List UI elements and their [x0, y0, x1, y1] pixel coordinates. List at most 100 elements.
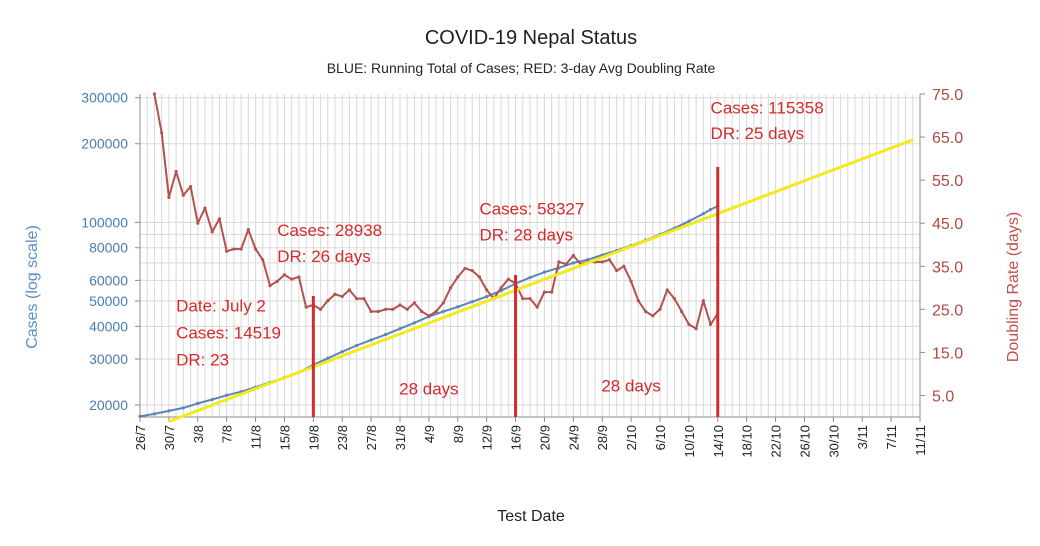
y-left-tick-label: 300000 [81, 90, 128, 106]
cases-series-point [571, 261, 575, 265]
y-left-tick-label: 60000 [89, 272, 128, 288]
doubling-rate-series-point [210, 230, 214, 234]
doubling-rate-series-point [181, 193, 185, 197]
date-markers [311, 167, 720, 417]
doubling-rate-series-point [456, 275, 460, 279]
x-tick-label: 7/8 [220, 425, 235, 443]
x-tick-label: 4/9 [422, 425, 437, 443]
cases-series-point [196, 401, 200, 405]
cases-series-point [485, 295, 489, 299]
doubling-rate-series-point [188, 184, 193, 189]
y-left-tick-label: 50000 [89, 293, 128, 309]
doubling-rate-series-point [521, 296, 525, 301]
doubling-rate-series-point [441, 301, 445, 305]
doubling-rate-series-point [477, 275, 482, 279]
doubling-rate-series-point [261, 258, 265, 262]
doubling-rate-series-point [636, 299, 640, 303]
doubling-rate-series-point [528, 296, 532, 301]
x-tick-label: 11/8 [249, 425, 264, 449]
x-tick-label: 14/10 [711, 425, 726, 458]
x-tick-label: 23/8 [335, 425, 350, 450]
cases-series-point [412, 321, 417, 325]
doubling-rate-series-point [658, 307, 662, 311]
cases-series-point [326, 356, 330, 360]
annotations: Date: July 2 Cases: 14519 DR: 23 Cases: 289… [176, 98, 824, 398]
cases-series-point [441, 309, 445, 314]
doubling-rate-series-point [239, 247, 243, 251]
doubling-rate-series-point [268, 284, 272, 288]
doubling-rate-series-point [391, 307, 395, 311]
y-right-tick-label: 15.0 [932, 345, 963, 362]
x-tick-label: 15/8 [277, 425, 292, 450]
doubling-rate-series-point [160, 131, 164, 135]
doubling-rate-series-point [225, 249, 229, 253]
cases-series-point [383, 333, 388, 337]
annotation-label: Cases: 28938 [277, 221, 382, 240]
doubling-rate-series-point [152, 92, 157, 96]
annotation-label: 28 days [399, 380, 459, 399]
annotation-label: Cases: 14519 [176, 324, 281, 343]
y-left-tick-label: 200000 [81, 136, 128, 152]
x-tick-label: 27/8 [364, 425, 379, 450]
doubling-rate-series-point [355, 296, 359, 301]
doubling-rate-series-point [571, 253, 575, 258]
doubling-rate-series-point [470, 268, 474, 273]
y-left-tick-label: 80000 [89, 240, 128, 256]
doubling-rate-series-point [318, 307, 323, 311]
x-tick-label: 11/11 [913, 425, 928, 456]
doubling-rate-series-point [196, 221, 200, 225]
doubling-rate-series-point [535, 305, 539, 309]
grid [139, 94, 921, 417]
y-right-tick-label: 75.0 [932, 87, 963, 104]
doubling-rate-series-point [347, 288, 352, 292]
x-tick-label: 19/8 [306, 425, 321, 450]
x-tick-label: 24/9 [566, 425, 581, 450]
annotation-label: DR: 28 days [479, 225, 573, 244]
doubling-rate-series-point [282, 273, 287, 277]
doubling-rate-series-point [304, 305, 308, 309]
cases-series-point [138, 414, 142, 418]
cases-series-point [355, 343, 359, 348]
doubling-rate-series-point [340, 294, 344, 299]
cases-series-point [167, 409, 171, 413]
x-tick-label: 26/7 [133, 425, 148, 450]
series [138, 92, 914, 423]
doubling-rate-series-point [167, 195, 171, 199]
x-tick-label: 16/9 [509, 425, 524, 450]
cases-series-point [398, 327, 402, 331]
doubling-rate-series-point [463, 266, 467, 271]
doubling-rate-series-point [217, 217, 222, 221]
doubling-rate-series-point [542, 290, 547, 294]
chart-subtitle: BLUE: Running Total of Cases; RED: 3-day… [327, 60, 716, 76]
cases-series-point [528, 275, 532, 280]
x-tick-label: 6/10 [653, 425, 668, 450]
axes [139, 94, 921, 418]
y-right-tick-label: 65.0 [932, 130, 963, 147]
doubling-rate-series-point [448, 286, 453, 290]
doubling-rate-series-point [564, 262, 568, 266]
annotation-label: Cases: 58327 [479, 200, 584, 219]
doubling-rate-series-point [398, 303, 402, 307]
x-axis-label: Test Date [497, 508, 565, 525]
y-right-ticks: 5.0 15.0 25.0 35.0 45.0 55.0 65.0 75.0 [920, 87, 963, 405]
cases-series-point [152, 412, 157, 416]
y-right-tick-label: 5.0 [932, 388, 954, 405]
cases-series-point [542, 270, 547, 274]
cases-series-point [586, 258, 590, 262]
y-left-ticks: 20000 30000 40000 50000 60000 80000 100000 2000… [81, 90, 140, 413]
doubling-rate-series-point [326, 299, 330, 303]
x-tick-label: 30/10 [826, 425, 841, 458]
doubling-rate-series-point [615, 268, 619, 273]
cases-series-point [369, 338, 373, 342]
doubling-rate-series-point [629, 279, 633, 283]
doubling-rate-series-point [708, 322, 713, 327]
doubling-rate-series-point [383, 307, 388, 311]
doubling-rate-series-point [275, 279, 279, 283]
doubling-rate-series-point [297, 275, 301, 279]
trend-line [168, 138, 914, 423]
x-tick-label: 22/10 [769, 425, 784, 458]
annotation-label: Cases: 115358 [711, 98, 824, 117]
doubling-rate-series-point [550, 290, 554, 294]
x-tick-label: 30/7 [162, 425, 177, 450]
doubling-rate-series-point [203, 206, 207, 210]
